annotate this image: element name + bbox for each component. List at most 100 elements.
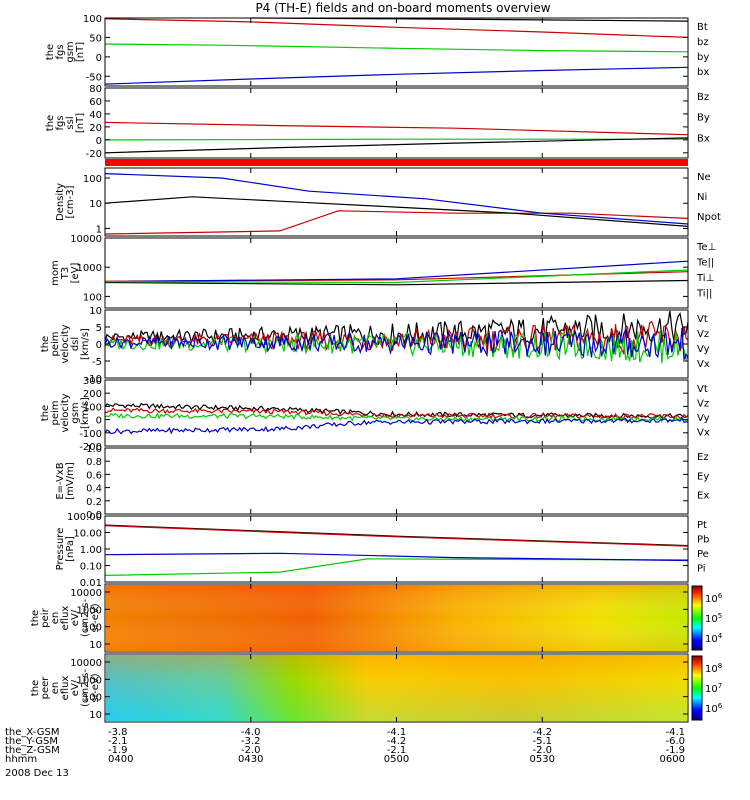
y-axis-label-line: Density bbox=[55, 183, 66, 221]
legend-entry: Ex bbox=[697, 491, 709, 502]
series-line-Pe bbox=[104, 558, 689, 576]
series-line-Pi bbox=[104, 552, 689, 562]
y-tick-label: 10 bbox=[89, 710, 102, 721]
series-line-Vx bbox=[104, 416, 689, 435]
ion-colorbar bbox=[691, 585, 703, 651]
y-tick-label: 100 bbox=[83, 402, 102, 413]
text-layer: P4 (TH-E) fields and on-board moments ov… bbox=[5, 1, 723, 779]
ion-spectrogram-shade bbox=[106, 585, 687, 651]
y-axis-label-line: the bbox=[30, 680, 41, 696]
y-tick-label: 10.00 bbox=[73, 529, 102, 540]
series-line-by bbox=[104, 43, 689, 53]
spectrogram-layer bbox=[106, 585, 703, 721]
x-row-label: hhmm bbox=[5, 754, 37, 765]
y-tick-label: 10 bbox=[89, 640, 102, 651]
electron-spectrogram-shade bbox=[106, 655, 687, 721]
legend-entry: Pb bbox=[697, 535, 709, 546]
x-row-label: the_Y-GSM bbox=[5, 736, 58, 747]
legend-entry: Ez bbox=[697, 452, 709, 463]
legend-entry: bx bbox=[697, 67, 709, 78]
y-axis-label-line: velocity bbox=[60, 393, 71, 432]
x-tick-label: 0430 bbox=[238, 754, 263, 765]
legend-entry: By bbox=[697, 113, 710, 124]
panel-frame bbox=[104, 17, 689, 87]
legend-entry: Ne bbox=[697, 172, 711, 183]
y-tick-label: 0.01 bbox=[80, 578, 102, 589]
y-axis-label-line: en bbox=[50, 612, 61, 625]
series-line-Ti⊥ bbox=[104, 260, 689, 283]
y-axis-label-line: (cm2-s- bbox=[80, 599, 91, 637]
y-tick-label: 1.00 bbox=[80, 545, 102, 556]
series-line-Ne bbox=[104, 210, 689, 235]
x-tick-label: -5.1 bbox=[532, 736, 552, 747]
x-tick-label: 0600 bbox=[660, 754, 685, 765]
y-axis-label-line: [cm-3] bbox=[65, 185, 76, 218]
x-tick-label: -2.1 bbox=[108, 736, 128, 747]
y-axis-label-line: [km/s] bbox=[80, 397, 91, 429]
y-tick-label: 100 bbox=[83, 623, 102, 634]
y-tick-label: 1.0 bbox=[86, 444, 102, 455]
y-tick-label: -50 bbox=[86, 72, 102, 83]
y-tick-label: 0.0 bbox=[86, 510, 102, 521]
x-tick-label: -4.1 bbox=[387, 727, 407, 738]
y-tick-label: 0 bbox=[96, 340, 102, 351]
y-axis-label: the fgs ssl [nT] bbox=[45, 113, 86, 133]
series-line-Npot bbox=[104, 173, 689, 225]
x-tick-label: -4.2 bbox=[387, 736, 407, 747]
y-tick-label: 100 bbox=[83, 292, 102, 303]
y-tick-label: 5 bbox=[96, 323, 102, 334]
colorbar-tick-label: 104 bbox=[705, 632, 723, 645]
y-tick-label: 300 bbox=[83, 376, 102, 387]
y-axis-label-line: the bbox=[40, 336, 51, 352]
y-axis-label-line: [eV] bbox=[70, 263, 81, 284]
x-tick-label: -4.0 bbox=[241, 727, 261, 738]
legend-entry: Bx bbox=[697, 133, 710, 144]
y-axis-label-line: E=-VxB bbox=[55, 462, 66, 499]
y-tick-label: 40 bbox=[89, 110, 102, 121]
y-axis-label-line: ssl bbox=[65, 116, 76, 129]
series-line-bz bbox=[104, 18, 689, 38]
y-axis-label-line: peim bbox=[50, 331, 61, 356]
y-axis-label-line: eflux bbox=[60, 676, 71, 701]
y-tick-label: -100 bbox=[79, 429, 102, 440]
electron-colorbar bbox=[691, 655, 703, 721]
y-tick-label: 10000 bbox=[70, 234, 102, 245]
y-tick-label: 0.6 bbox=[86, 470, 102, 481]
y-axis-label-line: [km/s] bbox=[80, 328, 91, 360]
series-line-Vy bbox=[104, 412, 689, 423]
y-tick-label: 1000 bbox=[77, 605, 102, 616]
panel-frame bbox=[104, 167, 689, 237]
panel-frame bbox=[104, 447, 689, 515]
y-axis-label-line: sr-eV) bbox=[90, 673, 101, 702]
y-axis-label: the peer en eflux eV/(cm2-s-sr-eV) bbox=[30, 669, 101, 707]
y-axis-label-line: [nPa] bbox=[65, 536, 76, 562]
colorbar-tick-label: 106 bbox=[705, 702, 723, 715]
y-axis-label-line: velocity bbox=[60, 324, 71, 363]
y-tick-label: 0.4 bbox=[86, 484, 102, 495]
legend-entry: Vx bbox=[697, 359, 710, 370]
panel-frame bbox=[104, 237, 689, 309]
y-axis-label-line: peir bbox=[40, 607, 51, 627]
legend-entry: Te⊥ bbox=[696, 242, 716, 253]
y-tick-label: 0.10 bbox=[80, 562, 102, 573]
legend-entry: Vz bbox=[697, 329, 709, 340]
series-line-Ni bbox=[104, 196, 689, 227]
legend-entry: Ti|| bbox=[696, 289, 712, 300]
y-tick-label: 80 bbox=[89, 84, 102, 95]
y-tick-label: 10000 bbox=[70, 658, 102, 669]
legend-entry: Bz bbox=[697, 92, 709, 103]
legend-entry: Vx bbox=[697, 428, 710, 439]
y-axis-label-line: gsm bbox=[65, 41, 76, 62]
x-row-label: the_X-GSM bbox=[5, 727, 59, 738]
legend-entry: Ni bbox=[697, 192, 707, 203]
y-axis-label: the peim velocity dsl [km/s] bbox=[40, 324, 91, 363]
series-line-Pb bbox=[104, 525, 689, 547]
y-axis-label-line: gsm bbox=[70, 402, 81, 423]
y-axis-label-line: the bbox=[45, 44, 56, 60]
y-tick-label: 20 bbox=[89, 123, 102, 134]
legend-entry: Vt bbox=[697, 384, 708, 395]
colorbar-tick-label: 106 bbox=[705, 592, 723, 605]
y-tick-label: 0.8 bbox=[86, 457, 102, 468]
y-tick-label: 10000 bbox=[70, 588, 102, 599]
